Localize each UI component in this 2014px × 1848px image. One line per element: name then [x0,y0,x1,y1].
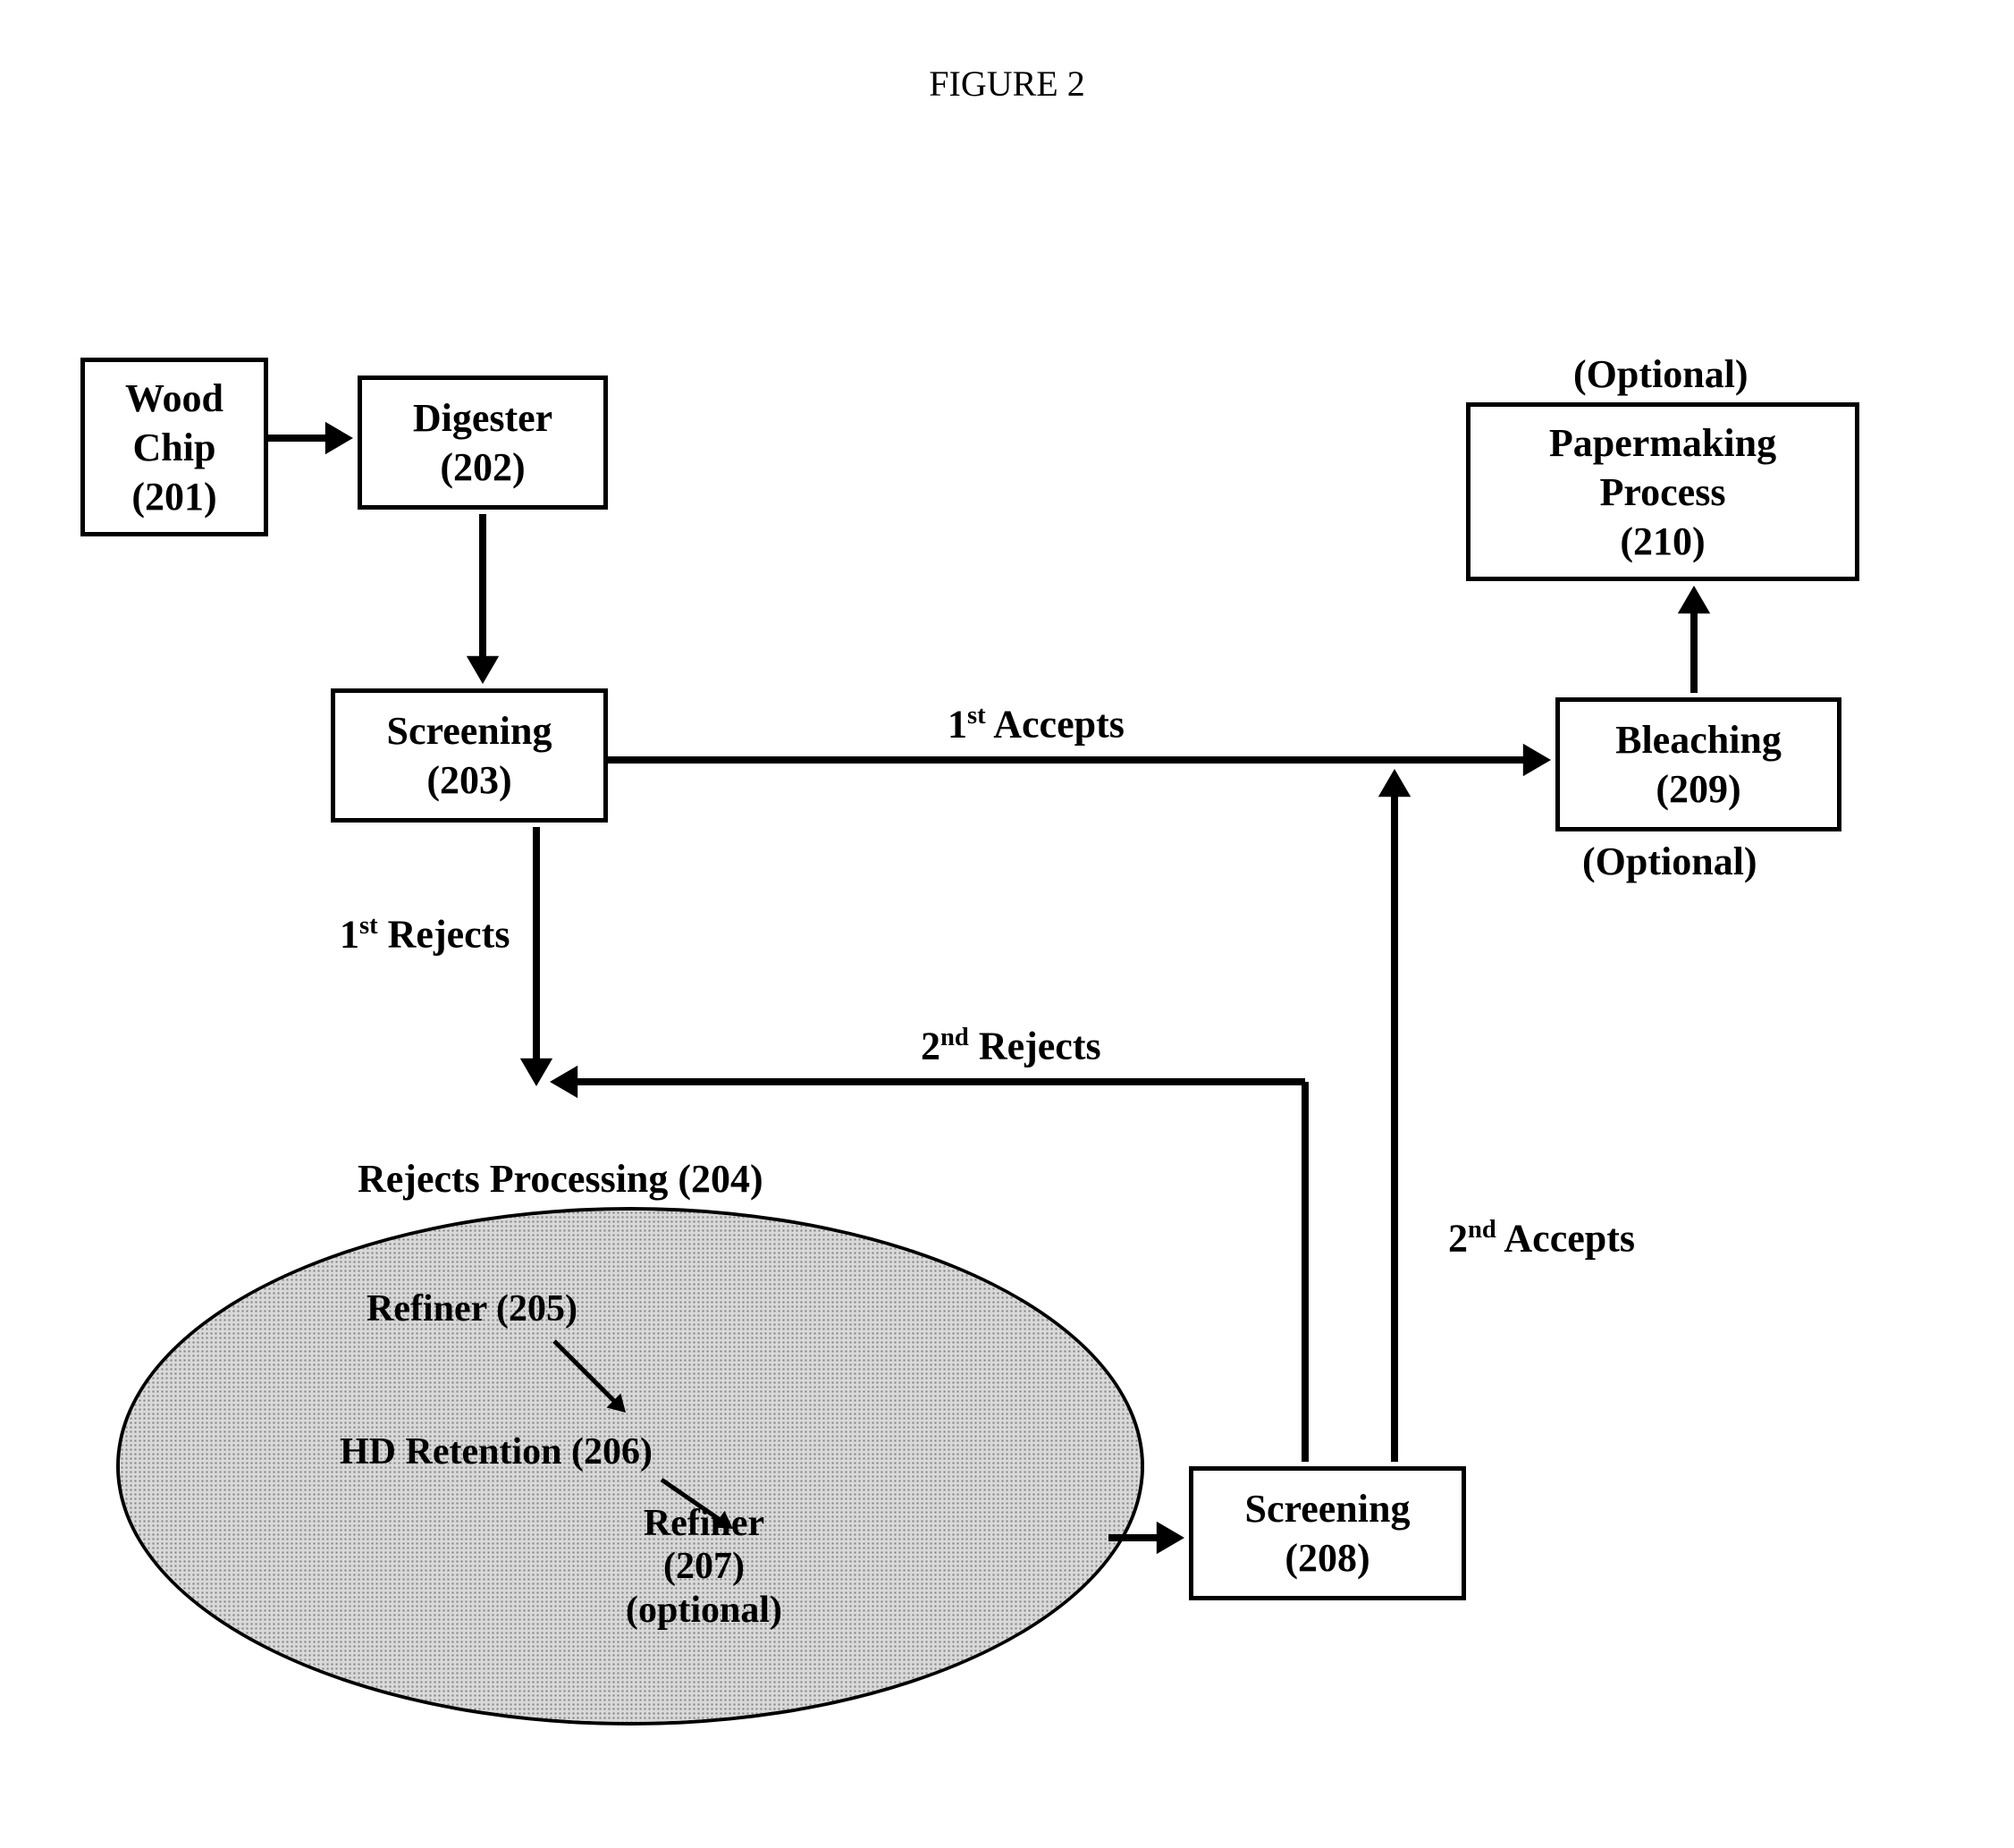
first-rejects-label: 1st Rejects [340,912,510,957]
papermaking-line2: Process [1600,470,1726,514]
hd-retention-text: HD Retention (206) [340,1431,653,1472]
rejects-processing-text: Rejects Processing (204) [358,1157,763,1201]
screening-208-line1: Screening [1245,1487,1411,1531]
refiner-207-line3: (optional) [626,1590,782,1631]
refiner-205-text: Refiner (205) [367,1288,577,1329]
screening-203-box: Screening (203) [331,688,608,823]
optional-top-label: (Optional) [1573,353,1749,396]
second-accepts-label: 2nd Accepts [1448,1216,1635,1261]
bleaching-box: Bleaching (209) [1555,697,1841,831]
wood-chip-line1: Wood [125,376,223,420]
figure-title-text: FIGURE 2 [929,63,1084,104]
papermaking-box: Papermaking Process (210) [1466,402,1859,581]
optional-top-text: (Optional) [1573,352,1749,396]
refiner-205-label: Refiner (205) [367,1287,577,1330]
refiner-207-label: Refiner (207) (optional) [626,1502,782,1632]
refiner-207-line2: (207) [663,1546,745,1587]
screening-203-line2: (203) [426,758,511,802]
screening-208-line2: (208) [1285,1536,1369,1580]
wood-chip-box: Wood Chip (201) [80,358,268,536]
second-rejects-label: 2nd Rejects [921,1024,1101,1068]
refiner-207-line1: Refiner [644,1503,764,1544]
first-accepts-label: 1st Accepts [948,702,1125,747]
optional-bottom-label: (Optional) [1582,840,1757,883]
wood-chip-line2: Chip [133,426,216,469]
digester-line2: (202) [440,445,525,489]
screening-203-line1: Screening [387,709,552,753]
papermaking-line3: (210) [1620,519,1705,563]
digester-line1: Digester [413,396,552,440]
hd-retention-label: HD Retention (206) [340,1430,653,1473]
bleaching-line2: (209) [1656,767,1740,811]
bleaching-line1: Bleaching [1615,718,1782,762]
screening-208-box: Screening (208) [1189,1466,1466,1600]
digester-box: Digester (202) [358,376,608,510]
optional-bottom-text: (Optional) [1582,840,1757,883]
wood-chip-line3: (201) [131,475,216,519]
rejects-processing-label: Rejects Processing (204) [358,1158,763,1201]
papermaking-line1: Papermaking [1549,421,1776,465]
figure-title: FIGURE 2 [0,63,2014,105]
